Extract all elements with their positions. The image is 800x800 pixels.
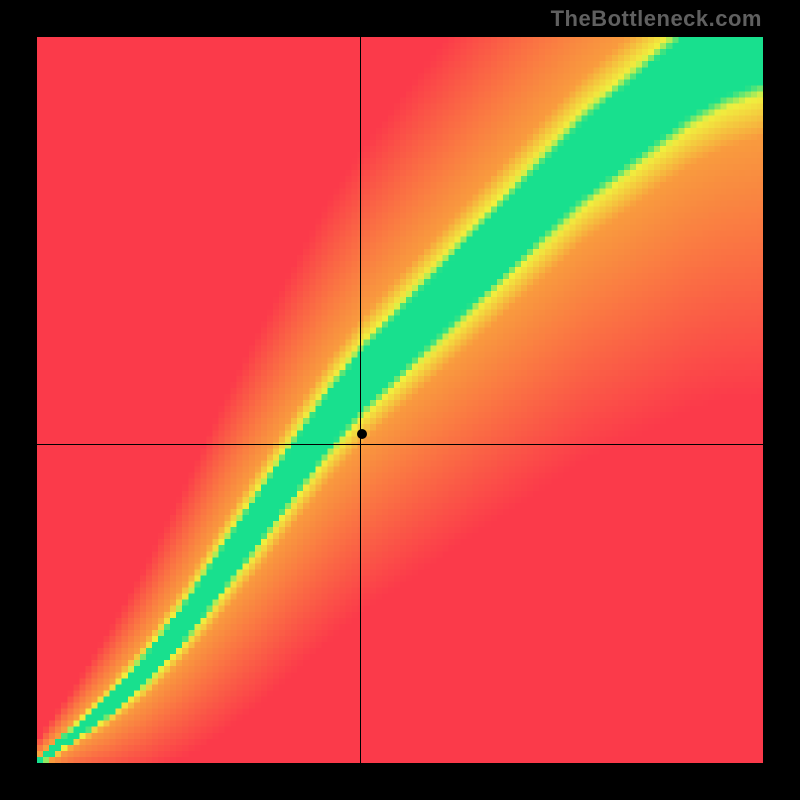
data-point-marker <box>357 429 367 439</box>
crosshair-horizontal <box>37 444 763 445</box>
plot-area <box>37 37 763 763</box>
heatmap-canvas <box>37 37 763 763</box>
watermark-text: TheBottleneck.com <box>551 6 762 32</box>
crosshair-vertical <box>360 37 361 763</box>
